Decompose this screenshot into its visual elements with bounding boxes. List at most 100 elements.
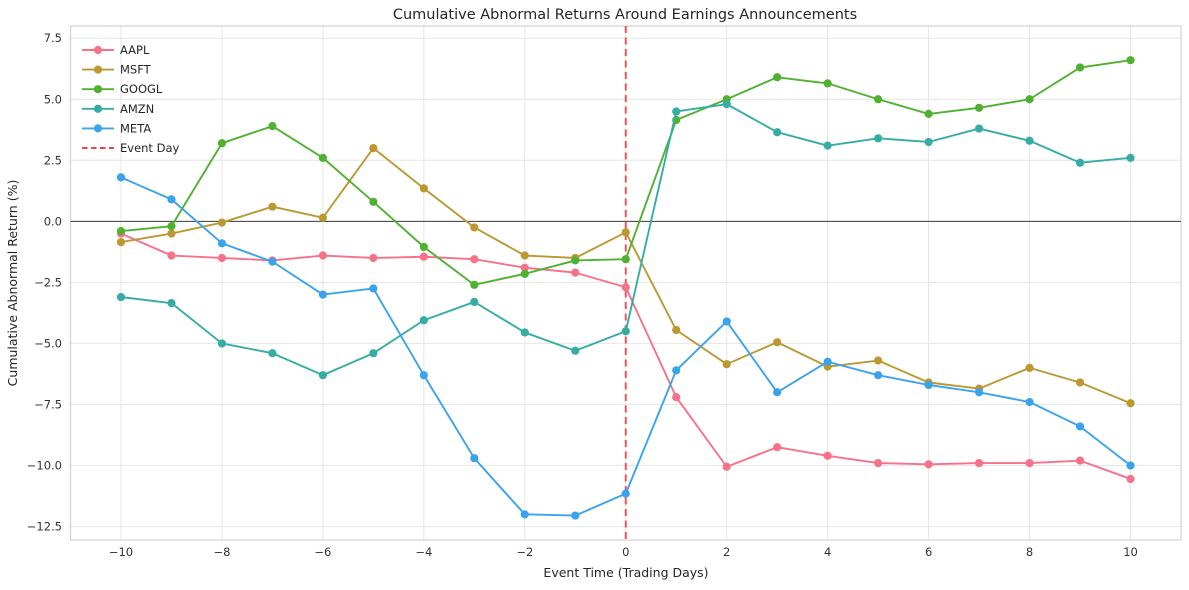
marker-MSFT-2 — [722, 360, 731, 369]
legend-item-aapl: AAPL — [82, 43, 150, 57]
marker-AMZN--5 — [369, 349, 378, 358]
marker-GOOGL-4 — [823, 79, 832, 88]
y-tick-label--5: −5.0 — [34, 336, 62, 350]
marker-GOOGL-5 — [874, 95, 883, 104]
x-tick-label--2: −2 — [516, 545, 533, 559]
marker-GOOGL-7 — [974, 103, 984, 112]
series-GOOGL — [116, 56, 1135, 289]
marker-GOOGL--9 — [167, 222, 176, 231]
marker-AMZN--6 — [318, 371, 327, 380]
legend-item-event-day: Event Day — [82, 141, 180, 155]
legend-label: META — [120, 121, 151, 135]
marker-AAPL-6 — [924, 460, 933, 469]
marker-AMZN--2 — [520, 328, 529, 337]
marker-GOOGL-8 — [1025, 95, 1034, 104]
marker-AAPL-0 — [621, 283, 630, 292]
marker-MSFT--4 — [419, 184, 428, 193]
marker-META--4 — [419, 371, 428, 380]
legend-label: AMZN — [120, 102, 154, 116]
y-tick-label--2.5: −2.5 — [34, 275, 62, 289]
x-tick-label-6: 6 — [925, 545, 932, 559]
marker-GOOGL--6 — [318, 153, 327, 162]
marker-AAPL-4 — [823, 451, 832, 460]
marker-GOOGL--10 — [116, 227, 126, 236]
legend: AAPL MSFT GOOGL AMZN META Event Day — [82, 43, 180, 155]
marker-AAPL--3 — [470, 255, 479, 264]
marker-AAPL--6 — [318, 251, 327, 260]
legend-item-amzn: AMZN — [82, 102, 154, 116]
marker-MSFT-10 — [1126, 399, 1135, 408]
marker-GOOGL-10 — [1126, 56, 1135, 65]
marker-META--9 — [167, 195, 176, 204]
marker-AMZN-6 — [924, 137, 933, 147]
marker-META--3 — [470, 454, 479, 463]
y-tick-label-7.5: 7.5 — [44, 31, 62, 45]
marker-MSFT-0 — [621, 228, 630, 237]
marker-META-0 — [621, 489, 630, 498]
marker-GOOGL--8 — [217, 139, 227, 148]
marker-AAPL--1 — [571, 268, 580, 277]
marker-GOOGL--1 — [571, 256, 580, 265]
marker-META--5 — [369, 284, 378, 293]
marker-AMZN-0 — [621, 327, 630, 336]
marker-MSFT--10 — [116, 237, 126, 247]
marker-AMZN--1 — [571, 346, 580, 355]
marker-MSFT-9 — [1075, 378, 1085, 387]
marker-AAPL--9 — [167, 251, 176, 260]
legend-item-googl: GOOGL — [82, 82, 163, 96]
y-tick-label--10: −10.0 — [27, 459, 62, 473]
marker-AMZN-7 — [974, 124, 984, 133]
marker-META-9 — [1075, 422, 1085, 431]
x-tick-label--6: −6 — [314, 545, 331, 559]
marker-META-8 — [1025, 397, 1034, 407]
legend-label: MSFT — [120, 63, 152, 77]
x-tick-label--10: −10 — [109, 545, 133, 559]
marker-AMZN-10 — [1126, 153, 1135, 162]
marker-GOOGL-6 — [924, 109, 933, 119]
marker-META--10 — [116, 173, 126, 182]
chart-title: Cumulative Abnormal Returns Around Earni… — [393, 7, 857, 23]
marker-GOOGL--7 — [268, 122, 277, 131]
marker-MSFT-8 — [1025, 363, 1034, 372]
y-tick-label--12.5: −12.5 — [27, 520, 62, 534]
marker-META--6 — [318, 290, 327, 299]
marker-AAPL-10 — [1126, 474, 1135, 484]
marker-GOOGL--3 — [470, 280, 479, 289]
marker-META--2 — [520, 510, 529, 519]
marker-META-1 — [672, 366, 681, 375]
marker-AAPL-1 — [672, 393, 681, 402]
x-tick-label-0: 0 — [622, 545, 629, 559]
y-tick-label-5: 5.0 — [44, 92, 62, 106]
marker-AAPL-8 — [1025, 458, 1034, 468]
marker-AMZN--9 — [167, 299, 176, 308]
x-tick-label-10: 10 — [1123, 545, 1138, 559]
marker-AMZN-9 — [1075, 158, 1085, 167]
marker-MSFT--8 — [217, 218, 227, 227]
legend-item-meta: META — [82, 121, 151, 135]
marker-GOOGL-9 — [1075, 63, 1085, 72]
marker-META--7 — [268, 257, 277, 266]
marker-AAPL-7 — [974, 458, 984, 468]
marker-META--8 — [217, 239, 227, 248]
marker-META-4 — [823, 357, 832, 366]
marker-MSFT-5 — [874, 356, 883, 365]
legend-label: Event Day — [120, 141, 180, 155]
marker-MSFT-3 — [773, 338, 782, 347]
y-tick-label-2.5: 2.5 — [44, 153, 62, 167]
marker-GOOGL--5 — [369, 197, 378, 206]
marker-AMZN-8 — [1025, 136, 1034, 145]
marker-MSFT--7 — [268, 202, 277, 211]
y-tick-label-0: 0.0 — [44, 214, 62, 228]
legend-label: AAPL — [120, 43, 150, 57]
marker-MSFT--2 — [520, 251, 529, 260]
marker-AMZN-2 — [722, 100, 731, 109]
marker-GOOGL--4 — [419, 242, 428, 252]
marker-META-6 — [924, 380, 933, 390]
marker-META--1 — [571, 511, 580, 520]
x-tick-label--4: −4 — [415, 545, 432, 559]
marker-AAPL--5 — [369, 253, 378, 263]
marker-AMZN--10 — [116, 292, 126, 302]
marker-GOOGL--2 — [520, 269, 529, 278]
legend-item-msft: MSFT — [82, 63, 152, 77]
